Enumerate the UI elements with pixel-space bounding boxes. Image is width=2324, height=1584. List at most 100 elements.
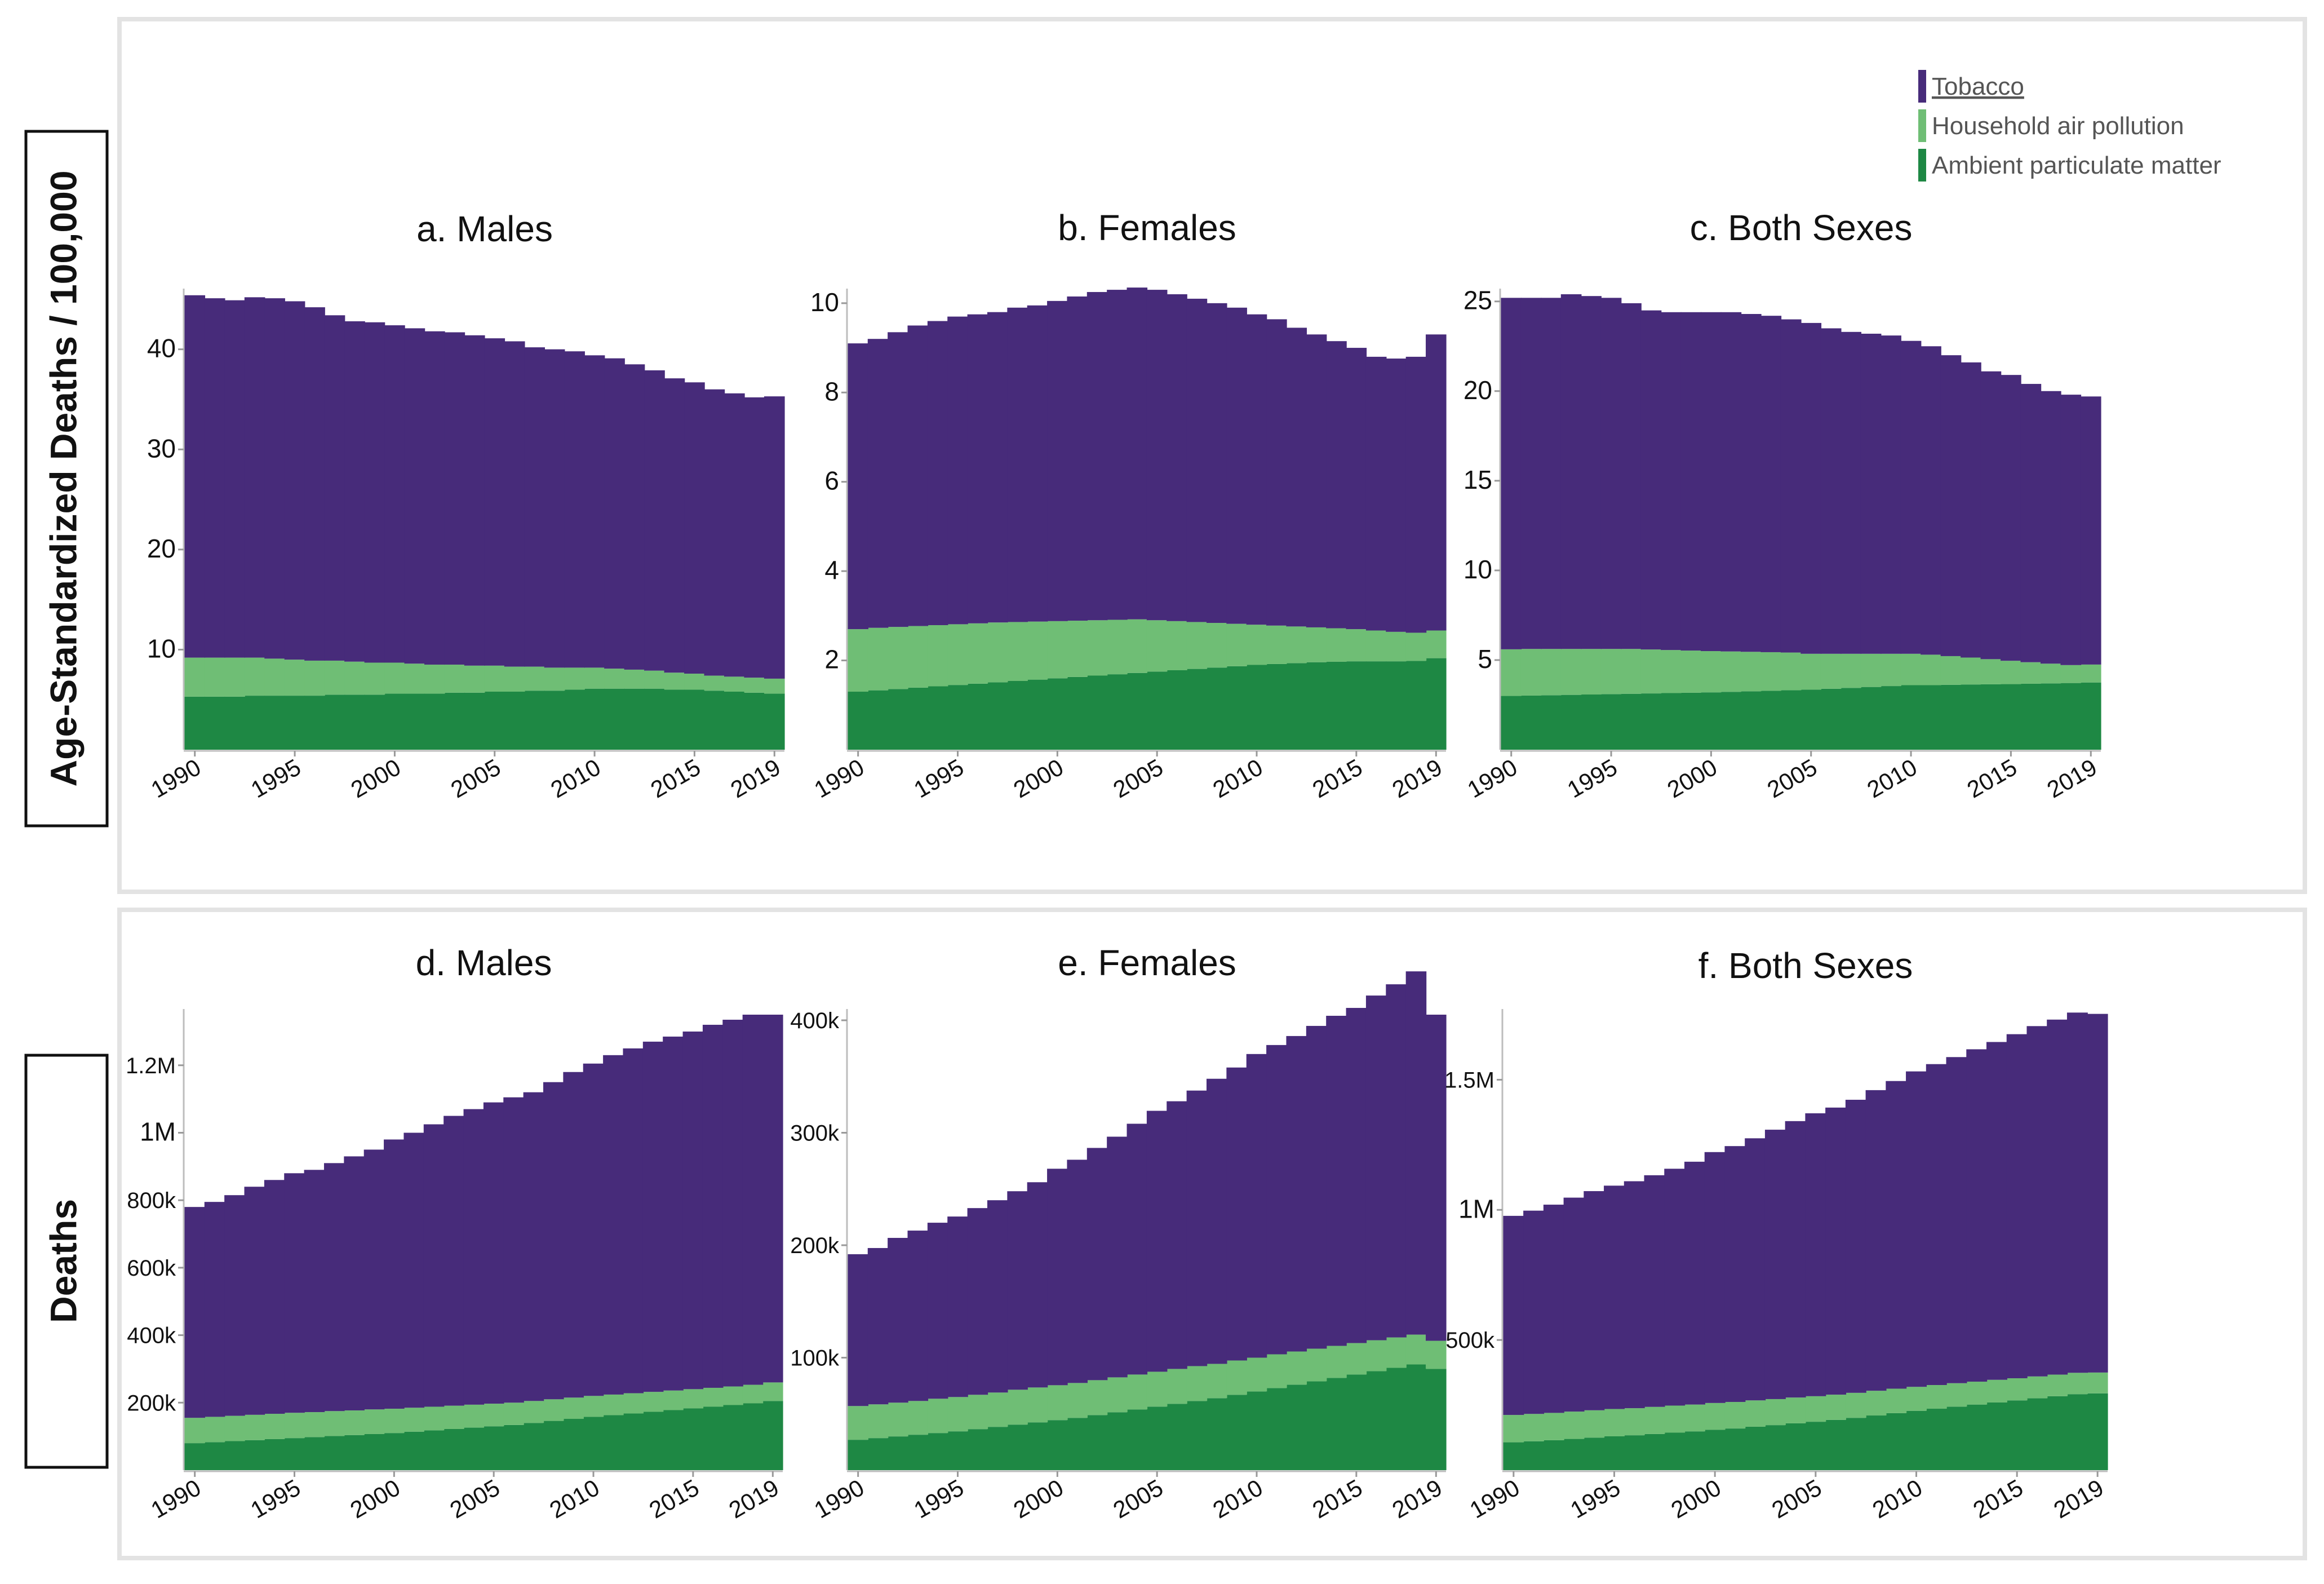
area-segment-household-2014 <box>1986 1379 2007 1402</box>
area-segment-household-1992 <box>888 627 908 689</box>
area-segment-ambient-1998 <box>1007 681 1028 750</box>
area-segment-household-2003 <box>1764 1399 1786 1426</box>
series-ambient <box>848 1364 1447 1470</box>
area-segment-tobacco-1991 <box>867 1247 889 1405</box>
series-tobacco <box>184 1015 783 1418</box>
area-segment-ambient-2008 <box>1207 667 1227 750</box>
area-segment-ambient-2006 <box>504 692 525 750</box>
area-segment-household-2005 <box>484 665 505 692</box>
area-segment-ambient-1994 <box>1584 1437 1605 1470</box>
area-segment-household-1995 <box>1604 1409 1625 1436</box>
area-segment-tobacco-1991 <box>204 1202 225 1417</box>
area-segment-ambient-2001 <box>404 693 425 750</box>
area-segment-ambient-1991 <box>1523 1441 1545 1470</box>
area-segment-ambient-2005 <box>1146 1406 1168 1470</box>
area-segment-ambient-1995 <box>1604 1436 1625 1470</box>
chart-title: d. Males <box>416 943 552 983</box>
area-segment-tobacco-1998 <box>344 321 365 662</box>
area-segment-ambient-2002 <box>424 693 445 750</box>
area-segment-ambient-2018 <box>1405 1364 1427 1470</box>
legend-item-ambient-particulate-matter[interactable]: Ambient particulate matter <box>1918 149 2221 182</box>
chart-title: f. Both Sexes <box>1698 945 1913 986</box>
area-segment-tobacco-1999 <box>1680 312 1702 651</box>
area-segment-ambient-1990 <box>1501 696 1522 750</box>
area-segment-ambient-1996 <box>967 683 988 750</box>
area-segment-ambient-2012 <box>1940 684 1962 750</box>
area-segment-ambient-1995 <box>1600 694 1622 750</box>
series-household <box>184 1382 783 1444</box>
area-segment-tobacco-2006 <box>1820 328 1842 654</box>
area-segment-household-2001 <box>1067 621 1088 677</box>
area-segment-household-2011 <box>603 1394 624 1415</box>
area-segment-household-2018 <box>742 1384 764 1404</box>
area-segment-tobacco-1991 <box>1520 298 1542 649</box>
area-segment-ambient-1994 <box>927 1433 948 1470</box>
area-segment-household-1999 <box>1027 1387 1048 1423</box>
area-segment-ambient-2018 <box>744 692 765 750</box>
area-segment-household-1991 <box>867 1404 889 1439</box>
area-segment-tobacco-1992 <box>888 332 908 627</box>
area-segment-ambient-2007 <box>1186 669 1208 750</box>
area-segment-ambient-2001 <box>1720 692 1742 750</box>
area-segment-tobacco-1993 <box>1563 1197 1585 1412</box>
area-segment-ambient-1993 <box>907 1435 929 1470</box>
area-segment-tobacco-2005 <box>1805 1113 1826 1396</box>
y-tick-label: 300k <box>790 1121 840 1145</box>
area-segment-household-2003 <box>443 1405 464 1429</box>
area-segment-ambient-2002 <box>1086 675 1108 750</box>
area-segment-tobacco-2013 <box>1966 1049 1988 1382</box>
area-segment-household-2002 <box>1741 652 1762 692</box>
area-segment-ambient-1994 <box>1581 694 1602 750</box>
legend-label-tobacco: Tobacco <box>1932 73 2024 100</box>
legend-item-household-air-pollution[interactable]: Household air pollution <box>1918 109 2184 142</box>
area-segment-ambient-2004 <box>1126 672 1148 750</box>
area-segment-ambient-1993 <box>244 1440 265 1470</box>
y-tick-label: 200k <box>127 1391 176 1415</box>
area-segment-ambient-1996 <box>1621 693 1642 750</box>
series-household <box>848 1334 1447 1440</box>
area-segment-ambient-2000 <box>1047 678 1068 750</box>
area-segment-ambient-2008 <box>1207 1398 1227 1470</box>
area-segment-tobacco-2006 <box>1167 294 1187 621</box>
area-segment-household-2008 <box>1860 653 1882 687</box>
area-segment-household-1990 <box>848 629 868 692</box>
area-segment-ambient-2018 <box>2066 1394 2088 1470</box>
area-segment-tobacco-2014 <box>664 378 685 673</box>
area-segment-ambient-2012 <box>1286 663 1307 750</box>
area-segment-household-1994 <box>1581 649 1602 695</box>
series-household <box>848 619 1447 692</box>
area-segment-household-1997 <box>1644 1406 1665 1434</box>
area-segment-ambient-2000 <box>1701 692 1722 750</box>
area-segment-tobacco-1990 <box>848 1254 868 1406</box>
area-segment-tobacco-2001 <box>404 328 425 664</box>
area-segment-household-2007 <box>1845 1392 1866 1418</box>
y-tick-label: 15 <box>1463 465 1492 494</box>
area-segment-household-2009 <box>1881 653 1901 687</box>
area-segment-ambient-2004 <box>463 1427 485 1470</box>
area-segment-ambient-2017 <box>2047 1396 2068 1470</box>
area-segment-ambient-1991 <box>867 1438 889 1470</box>
legend-item-tobacco[interactable]: Tobacco <box>1918 70 2024 103</box>
area-segment-ambient-2002 <box>423 1430 445 1470</box>
area-segment-ambient-2019 <box>2080 682 2101 750</box>
area-segment-ambient-2003 <box>1107 1412 1128 1470</box>
area-segment-ambient-1996 <box>1624 1435 1645 1470</box>
area-segment-tobacco-2001 <box>1067 1160 1088 1383</box>
area-segment-household-2010 <box>1246 625 1267 665</box>
area-segment-tobacco-1995 <box>284 301 305 660</box>
area-segment-tobacco-2006 <box>1825 1107 1847 1395</box>
area-segment-tobacco-2016 <box>1365 356 1387 631</box>
area-segment-ambient-1992 <box>1541 695 1562 750</box>
area-segment-ambient-2017 <box>722 1405 743 1470</box>
area-segment-household-1999 <box>1027 621 1048 680</box>
area-segment-household-2012 <box>624 669 645 689</box>
area-segment-ambient-1991 <box>204 696 225 750</box>
area-segment-tobacco-1996 <box>1624 1181 1645 1409</box>
area-segment-ambient-2011 <box>1921 685 1941 750</box>
area-segment-tobacco-2012 <box>1286 328 1307 627</box>
area-segment-ambient-2005 <box>484 692 505 750</box>
area-segment-tobacco-1990 <box>184 295 206 658</box>
area-segment-ambient-1999 <box>364 694 385 750</box>
